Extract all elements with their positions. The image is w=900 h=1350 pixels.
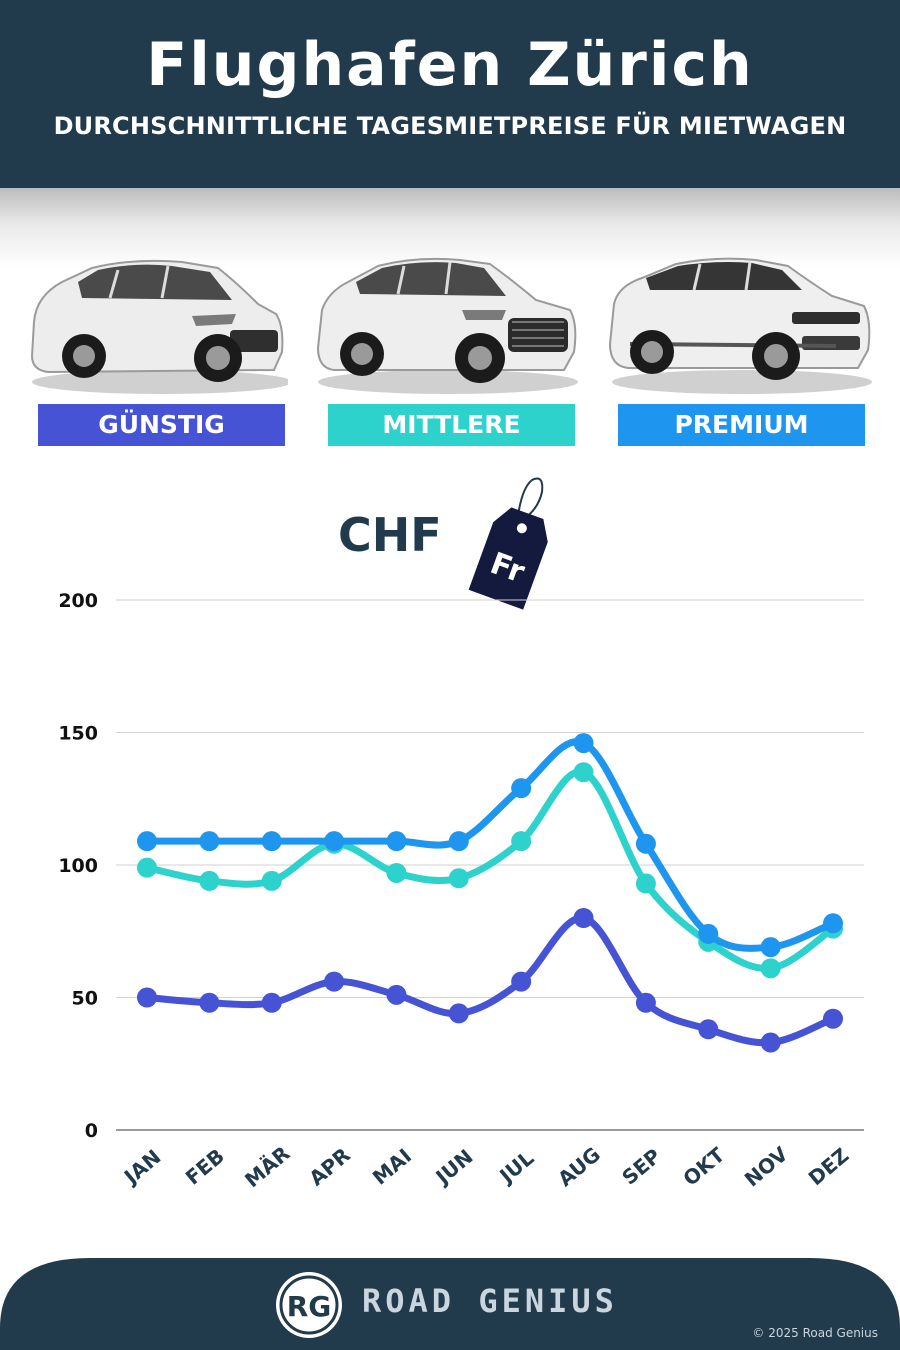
data-point-0-4 (386, 984, 407, 1005)
data-point-1-6 (511, 831, 532, 852)
economy-hatchback-car-image (30, 259, 288, 394)
data-point-0-0 (137, 987, 157, 1008)
data-point-2-4 (386, 831, 407, 852)
x-tick-label: NOV (740, 1141, 793, 1191)
currency-label: CHF (338, 508, 442, 562)
data-point-0-1 (199, 992, 220, 1013)
data-point-1-4 (386, 862, 407, 883)
y-tick-label: 200 (58, 590, 98, 612)
page-subtitle: DURCHSCHNITTLICHE TAGESMIETPREISE FÜR MI… (53, 112, 847, 140)
y-tick-label: 100 (58, 855, 98, 877)
x-tick-label: AUG (553, 1142, 605, 1191)
data-point-0-2 (261, 992, 282, 1013)
category-label-economy: GÜNSTIG (38, 404, 285, 446)
y-tick-label: 50 (72, 988, 98, 1010)
data-point-2-8 (635, 833, 656, 854)
midsize-suv-car-image (316, 257, 578, 394)
x-tick-label: JUL (493, 1146, 538, 1189)
data-point-2-6 (511, 778, 532, 799)
premium-suv-car-image (608, 257, 872, 394)
data-point-2-10 (760, 937, 781, 958)
x-tick-label: APR (304, 1143, 354, 1191)
y-tick-label: 150 (58, 723, 98, 745)
brand-name: ROAD GENIUS (362, 1282, 618, 1320)
data-point-2-3 (324, 831, 345, 852)
x-tick-label: OKT (678, 1142, 729, 1190)
header-shadow (0, 188, 900, 268)
data-point-2-0 (137, 831, 157, 852)
page-title: Flughafen Zürich (146, 30, 754, 100)
data-point-2-11 (823, 913, 843, 934)
price-tag-icon: Fr (468, 477, 548, 610)
series-line-0 (143, 914, 837, 1047)
data-point-0-10 (760, 1032, 781, 1053)
data-point-2-1 (199, 831, 220, 852)
category-label-midsize: MITTLERE (328, 404, 575, 446)
x-tick-label: FEB (181, 1144, 229, 1190)
data-point-2-2 (261, 831, 282, 852)
data-point-0-6 (511, 971, 532, 992)
data-point-1-2 (261, 870, 282, 891)
x-tick-label: MAI (368, 1144, 416, 1190)
y-tick-label: 0 (85, 1120, 98, 1142)
series-line-1 (143, 768, 837, 972)
data-point-1-7 (573, 762, 594, 783)
data-point-1-1 (199, 870, 220, 891)
data-point-0-9 (698, 1019, 719, 1040)
brand-initials: RG (287, 1290, 332, 1323)
data-point-0-5 (448, 1003, 469, 1024)
data-point-2-9 (698, 923, 719, 944)
data-point-0-8 (635, 992, 656, 1013)
data-point-1-0 (137, 857, 157, 878)
footer-banner (0, 1258, 900, 1350)
x-tick-label: MÄR (240, 1141, 294, 1192)
data-point-0-3 (324, 971, 345, 992)
series-line-2 (143, 738, 837, 952)
x-tick-label: JUN (430, 1144, 478, 1190)
road-genius-logo-icon: RG (276, 1272, 342, 1338)
data-point-1-10 (760, 958, 781, 979)
header-banner (0, 0, 900, 188)
data-point-2-5 (448, 831, 469, 852)
copyright-text: © 2025 Road Genius (752, 1326, 878, 1340)
x-tick-label: DEZ (804, 1143, 854, 1190)
x-tick-label: JAN (118, 1145, 165, 1190)
data-point-0-7 (573, 908, 594, 928)
x-tick-label: SEP (617, 1144, 665, 1190)
data-point-2-7 (573, 733, 594, 754)
data-point-1-8 (635, 873, 656, 894)
data-point-0-11 (823, 1008, 843, 1029)
line-chart: 0 50 100 150 200 JAN FEB MÄR APR MAI JUN JUL AUG SEP… (58, 590, 864, 1192)
data-point-1-5 (448, 868, 469, 889)
category-label-premium: PREMIUM (618, 404, 865, 446)
